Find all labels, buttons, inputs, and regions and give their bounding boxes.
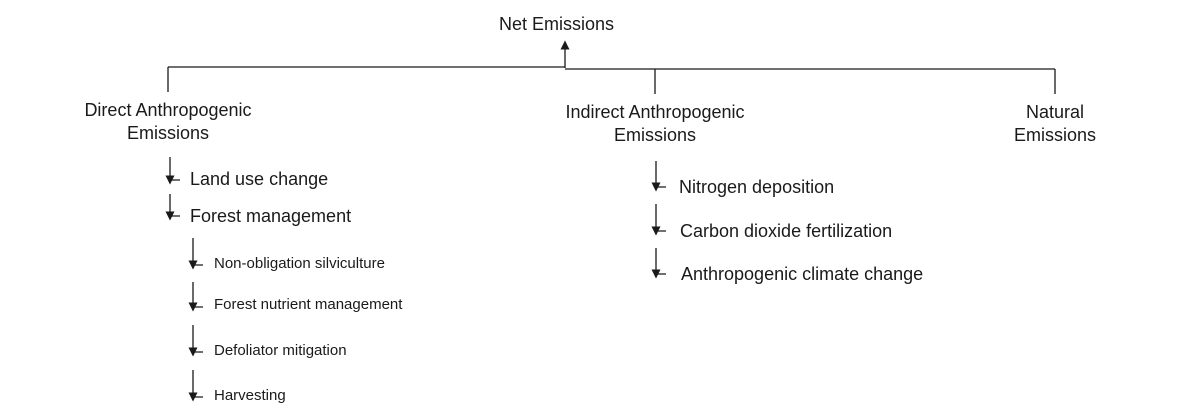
- root-node-net-emissions: Net Emissions: [499, 14, 615, 34]
- branch-direct-line2: Emissions: [126, 122, 210, 143]
- branch-natural-line1: Natural: [1025, 102, 1085, 122]
- branch-indirect-line2: Emissions: [613, 124, 697, 145]
- branch-direct-line1: Direct Anthropogenic: [84, 100, 252, 120]
- branch-direct-anthropogenic-emissions: Direct Anthropogenic Emissions: [68, 99, 268, 144]
- connector-non-obligation-silviculture: [193, 238, 203, 265]
- node-carbon-dioxide-fertilization: Carbon dioxide fertilization: [680, 221, 893, 241]
- connector-co2-fertilization: [656, 204, 666, 231]
- connector-harvesting: [193, 370, 203, 397]
- connector-defoliator-mitigation: [193, 325, 203, 352]
- node-land-use-change: Land use change: [190, 169, 329, 189]
- branch-natural-emissions: Natural Emissions: [995, 101, 1115, 146]
- node-forest-nutrient-management: Forest nutrient management: [214, 296, 403, 313]
- connector-forest-nutrient-management: [193, 282, 203, 307]
- node-anthropogenic-climate-change: Anthropogenic climate change: [681, 264, 924, 284]
- branch-natural-line2: Emissions: [1013, 124, 1097, 145]
- branch-indirect-line1: Indirect Anthropogenic: [565, 102, 745, 122]
- branch-indirect-anthropogenic-emissions: Indirect Anthropogenic Emissions: [545, 101, 765, 146]
- connector-land-use-change: [170, 157, 180, 180]
- node-harvesting: Harvesting: [214, 387, 286, 404]
- node-nitrogen-deposition: Nitrogen deposition: [679, 177, 835, 197]
- node-non-obligation-silviculture: Non-obligation silviculture: [214, 255, 385, 272]
- connector-forest-management: [170, 194, 180, 216]
- node-forest-management: Forest management: [190, 206, 352, 226]
- connector-nitrogen-deposition: [656, 161, 666, 187]
- node-defoliator-mitigation: Defoliator mitigation: [214, 342, 347, 359]
- connector-anthropogenic-climate-change: [656, 248, 666, 274]
